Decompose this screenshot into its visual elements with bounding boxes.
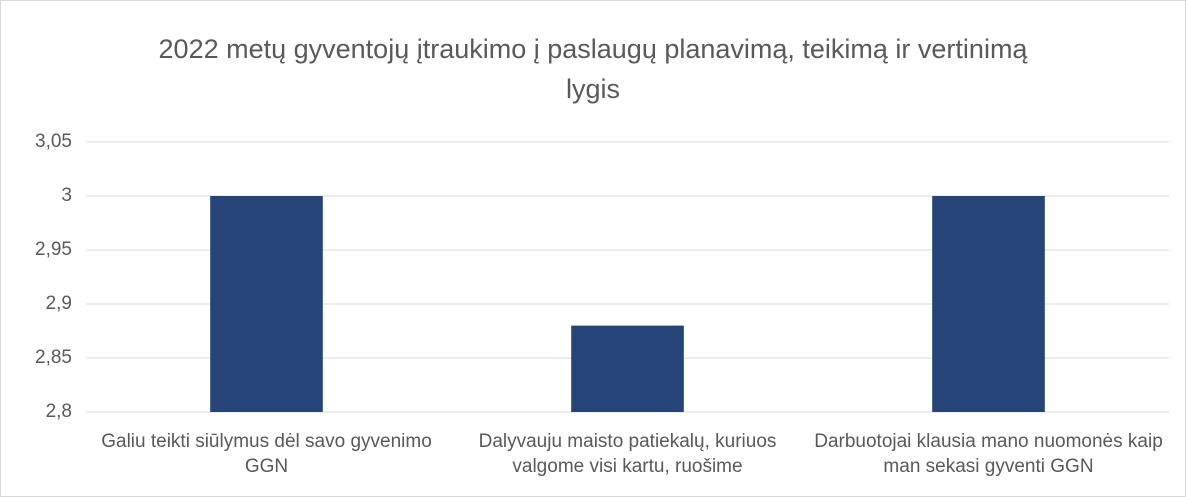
x-tick-label: Dalyvauju maisto patiekalų, kuriuos valg… bbox=[478, 431, 777, 477]
x-tick-label: Galiu teikti siūlymus dėl savo gyvenimo … bbox=[101, 431, 432, 477]
y-tick-label: 3,05 bbox=[35, 131, 72, 152]
y-tick-label: 2,8 bbox=[46, 401, 72, 422]
bar bbox=[932, 196, 1045, 412]
y-tick-label: 2,9 bbox=[46, 293, 72, 314]
bar bbox=[571, 325, 684, 412]
y-tick-label: 3 bbox=[61, 185, 72, 206]
chart-title: 2022 metų gyventojų įtraukimo į paslaugų… bbox=[158, 34, 1028, 104]
x-tick-label: Darbuotojai klausia mano nuomonės kaip m… bbox=[814, 431, 1163, 477]
y-tick-label: 2,85 bbox=[35, 347, 72, 368]
y-tick-label: 2,95 bbox=[35, 239, 72, 260]
bar bbox=[210, 196, 323, 412]
